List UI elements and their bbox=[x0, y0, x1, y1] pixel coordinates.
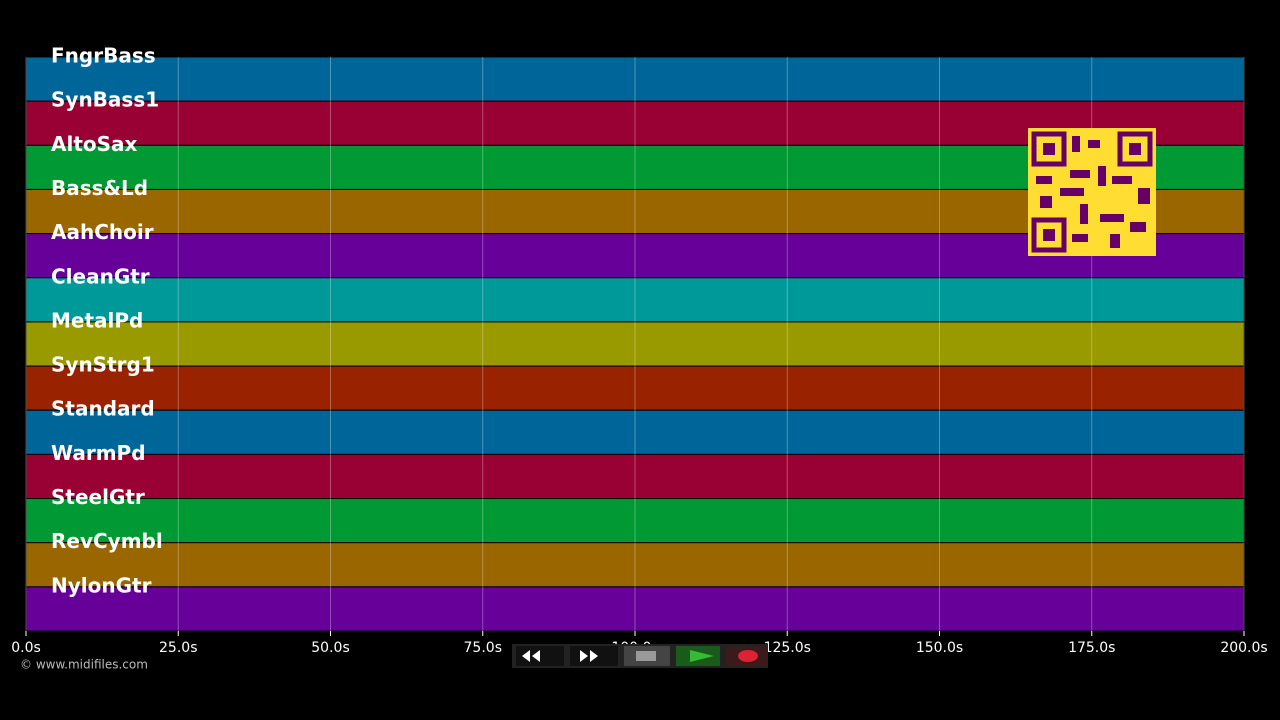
track-lane bbox=[25, 277, 1245, 323]
track-lane bbox=[25, 542, 1245, 588]
track-name: SynStrg1 bbox=[51, 353, 155, 377]
track-name: MetalPd bbox=[51, 308, 143, 332]
transport-controls bbox=[512, 644, 768, 668]
track-name: Bass&Ld bbox=[51, 176, 148, 200]
qr-code bbox=[1028, 128, 1156, 256]
track-name: Standard bbox=[51, 397, 155, 421]
tick-label: 0.0s bbox=[11, 640, 41, 656]
track-name: SteelGtr bbox=[51, 485, 145, 509]
track-name: AltoSax bbox=[51, 132, 138, 156]
copyright: © www.midifiles.com bbox=[20, 658, 148, 672]
track-lane bbox=[25, 586, 1245, 632]
tick-label: 125.0s bbox=[764, 640, 811, 656]
play-button[interactable] bbox=[676, 646, 720, 666]
tick-label: 25.0s bbox=[159, 640, 197, 656]
track-lane bbox=[25, 365, 1245, 411]
stop-button[interactable] bbox=[624, 646, 670, 666]
track-lane bbox=[25, 498, 1245, 544]
fast-forward-button[interactable] bbox=[570, 646, 618, 666]
tick-label: 50.0s bbox=[311, 640, 349, 656]
time-grid bbox=[25, 57, 1245, 631]
track-lane bbox=[25, 56, 1245, 102]
track-name: WarmPd bbox=[51, 441, 146, 465]
record-button[interactable] bbox=[726, 646, 768, 666]
tick-label: 175.0s bbox=[1068, 640, 1115, 656]
track-name: CleanGtr bbox=[51, 264, 150, 288]
track-name: FngrBass bbox=[51, 44, 156, 68]
track-name: RevCymbl bbox=[51, 529, 163, 553]
rewind-button[interactable] bbox=[516, 646, 564, 666]
track-name: SynBass1 bbox=[51, 88, 159, 112]
track-name: AahChoir bbox=[51, 220, 154, 244]
track-name: NylonGtr bbox=[51, 573, 152, 597]
track-lane bbox=[25, 453, 1245, 500]
tick-label: 75.0s bbox=[464, 640, 502, 656]
tick-label: 200.0s bbox=[1220, 640, 1267, 656]
tick-label: 150.0s bbox=[916, 640, 963, 656]
